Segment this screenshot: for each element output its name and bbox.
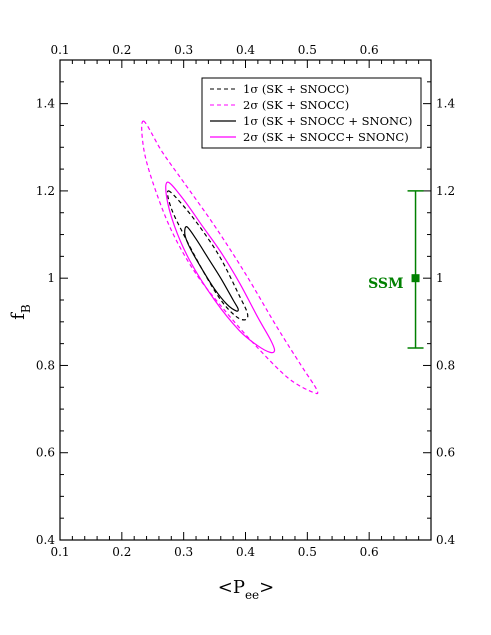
x-tick-label: 0.2 xyxy=(112,545,131,559)
y-tick-label-right: 1 xyxy=(436,271,444,285)
y-axis-title-main: f xyxy=(8,312,29,320)
x-axis-title-sub: ee xyxy=(245,588,259,602)
reference-point-layer: SSM xyxy=(368,190,424,349)
y-tick-label-right: 0.8 xyxy=(436,358,455,372)
legend-box xyxy=(201,77,422,149)
legend-label-0: 1σ (SK + SNOCC) xyxy=(243,82,349,96)
x-tick-label-top: 0.2 xyxy=(112,43,131,57)
x-tick-label: 0.3 xyxy=(174,545,193,559)
y-tick-label-right: 1.2 xyxy=(436,184,455,198)
y-tick-label-right: 0.6 xyxy=(436,446,455,460)
legend: 1σ (SK + SNOCC) 2σ (SK + SNOCC) 1σ (SK +… xyxy=(201,77,422,149)
y-tick-label: 0.8 xyxy=(36,358,55,372)
series-layer xyxy=(141,120,319,395)
contour-series-2 xyxy=(184,226,239,312)
x-tick-label-top: 0.6 xyxy=(360,43,379,57)
contour-series-0 xyxy=(166,190,249,321)
x-axis-title-main: <P xyxy=(218,577,245,598)
x-tick-label-top: 0.5 xyxy=(298,43,317,57)
y-tick-label: 0.6 xyxy=(36,446,55,460)
x-tick-label-top: 0.3 xyxy=(174,43,193,57)
ssm-point xyxy=(411,274,420,283)
x-tick-label: 0.6 xyxy=(360,545,379,559)
y-tick-label-right: 1.4 xyxy=(436,97,455,111)
y-axis-title-sub: B xyxy=(19,304,33,313)
ssm-label: SSM xyxy=(368,276,403,292)
y-tick-label: 1.4 xyxy=(36,97,55,111)
x-tick-label: 0.1 xyxy=(50,545,69,559)
y-axis-title: fB xyxy=(8,304,33,320)
x-axis-title: <Pee> xyxy=(218,577,275,602)
legend-label-1: 2σ (SK + SNOCC) xyxy=(243,98,349,112)
x-tick-label: 0.5 xyxy=(298,545,317,559)
y-tick-label: 1.2 xyxy=(36,184,55,198)
x-tick-label: 0.4 xyxy=(236,545,255,559)
x-tick-label-top: 0.1 xyxy=(50,43,69,57)
y-tick-label: 0.4 xyxy=(36,533,55,547)
y-tick-label-right: 0.4 xyxy=(436,533,455,547)
x-axis-title-end: > xyxy=(259,577,274,598)
axes-layer: 0.1 0.1 0.2 0.2 0.3 0.3 0.4 0.4 0.5 0.5 0.6 0.6 0.4 0… xyxy=(36,43,456,559)
x-tick-label-top: 0.4 xyxy=(236,43,255,57)
legend-label-3: 2σ (SK + SNOCC+ SNONC) xyxy=(243,130,409,144)
legend-label-2: 1σ (SK + SNOCC + SNONC) xyxy=(243,114,412,128)
contour-series-1 xyxy=(141,120,319,395)
contour-series-3 xyxy=(165,181,276,354)
y-tick-label: 1 xyxy=(47,271,55,285)
